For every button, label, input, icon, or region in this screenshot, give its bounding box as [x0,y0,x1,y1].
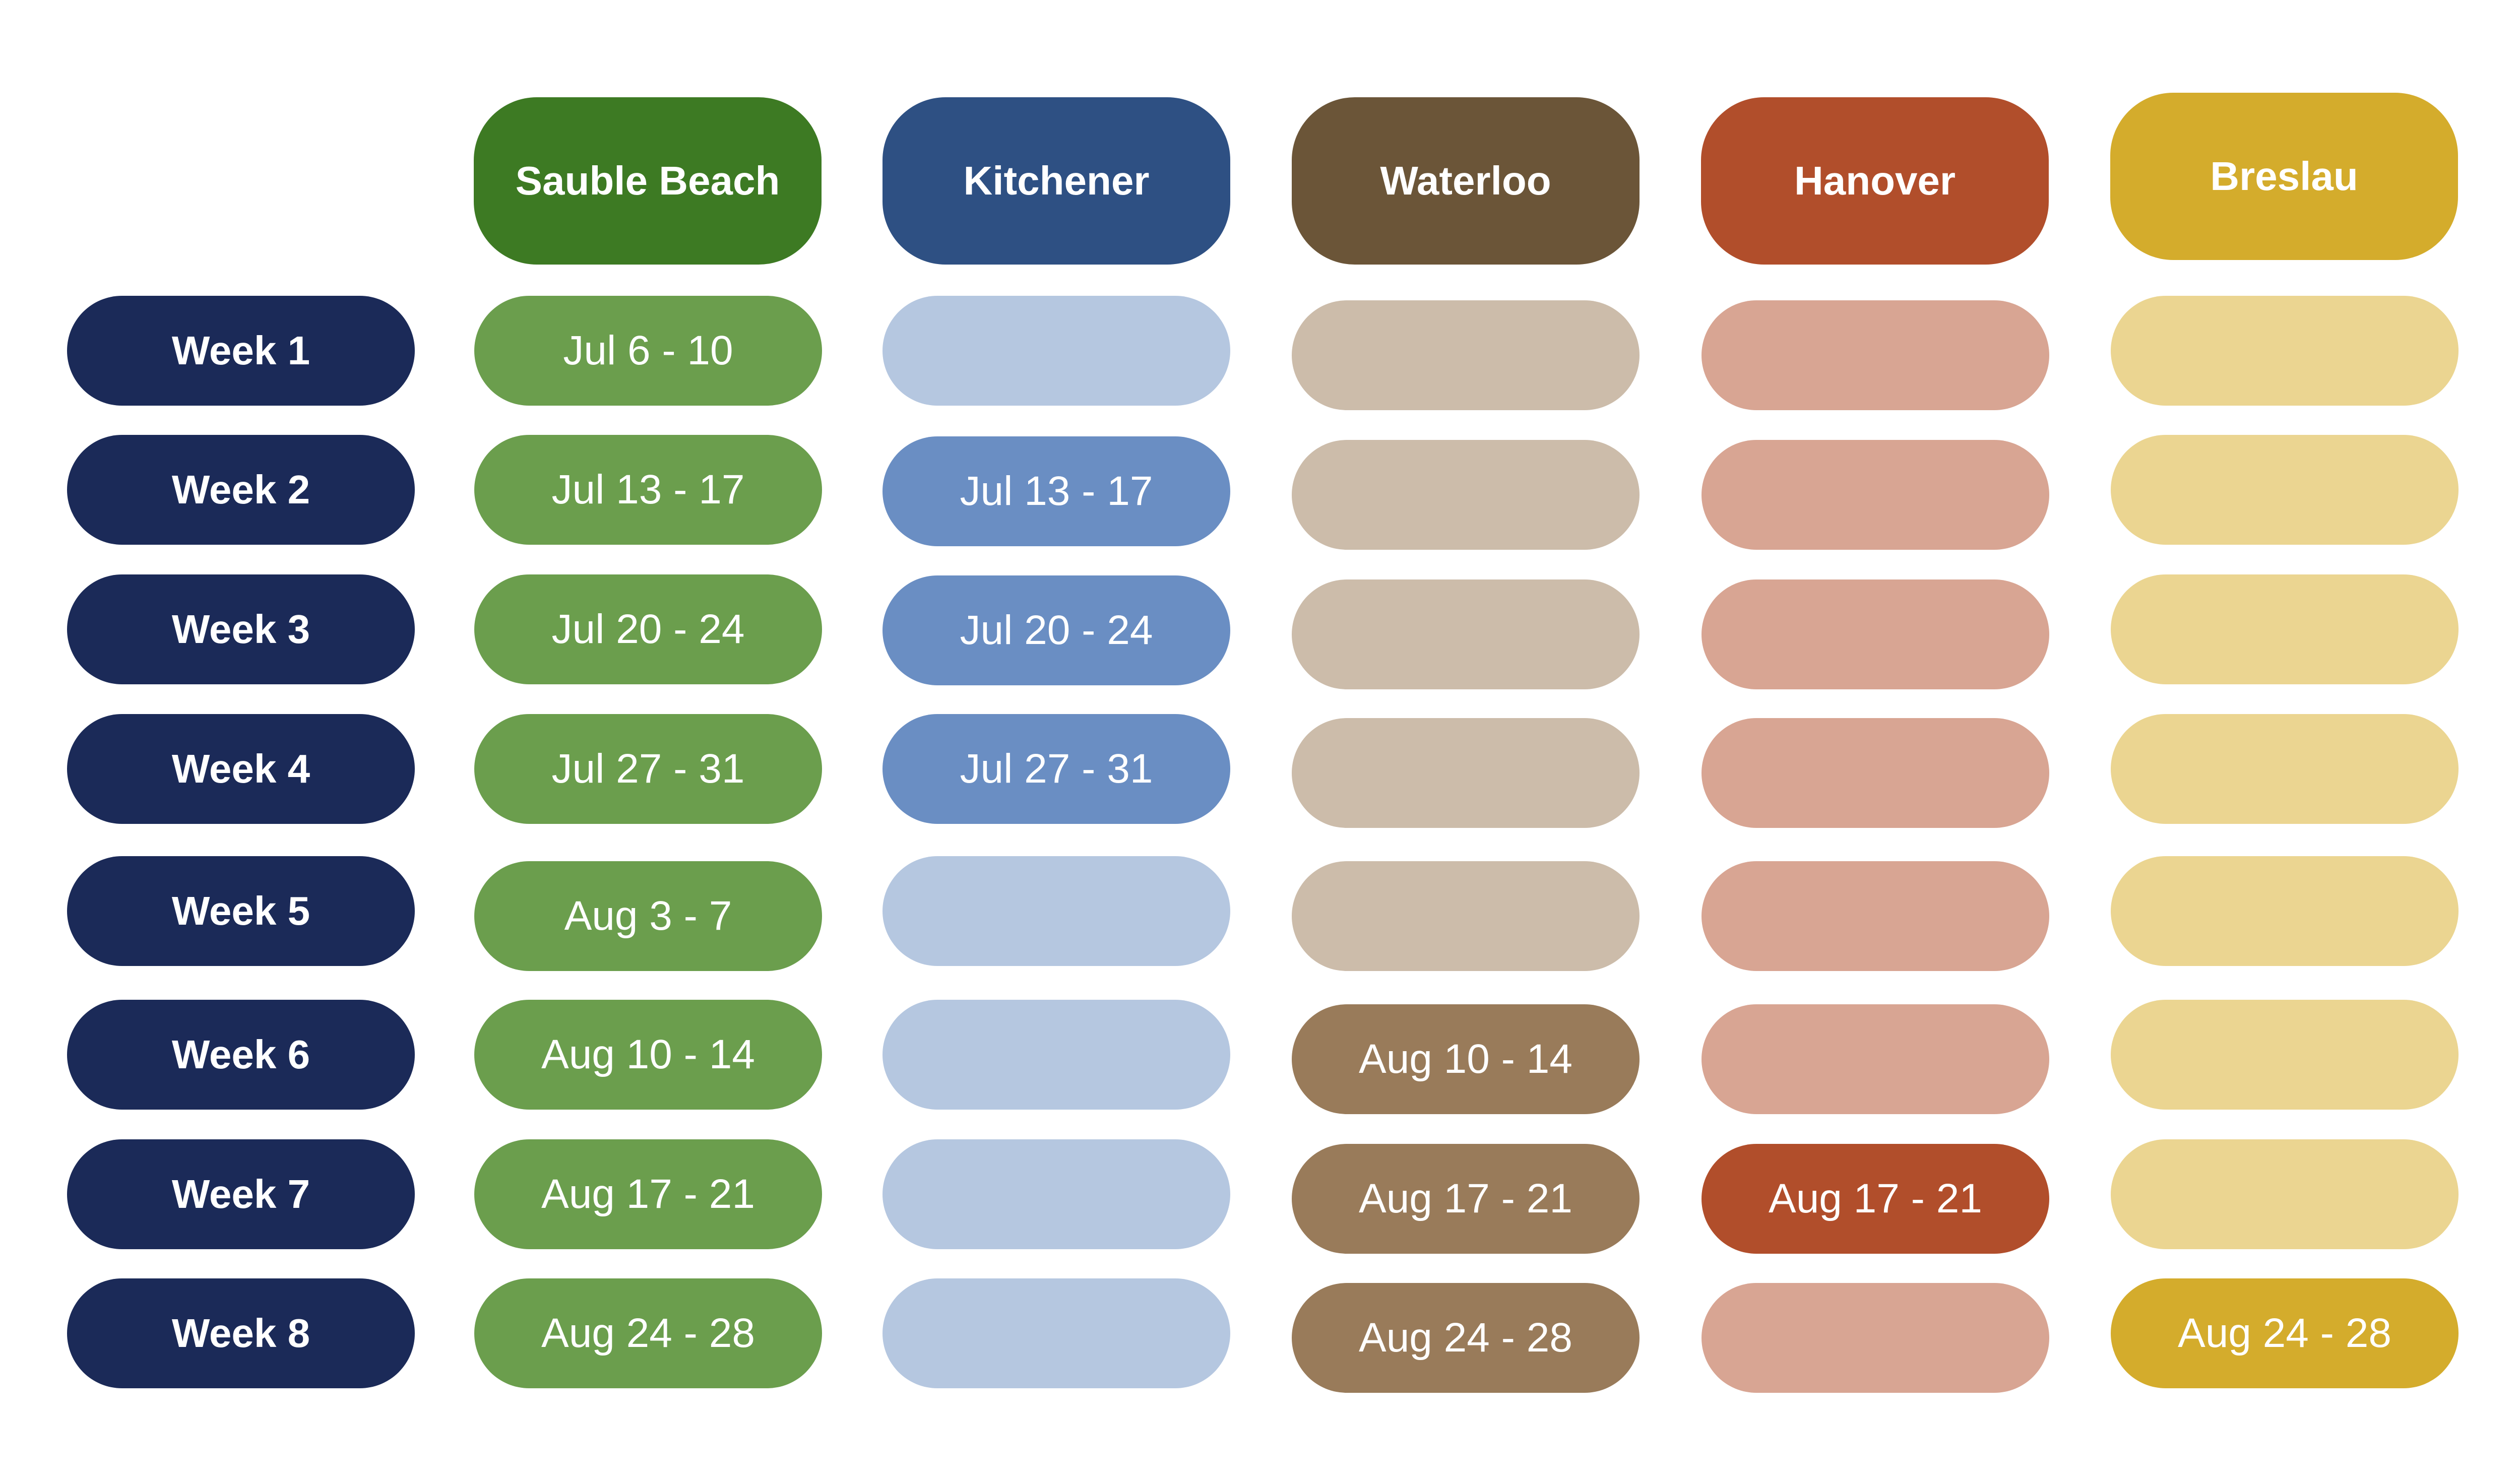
kitchener-week-1 [883,296,1230,406]
waterloo-week-2 [1292,440,1640,550]
kitchener-week-6 [883,1000,1230,1110]
breslau-week-7 [2111,1139,2459,1249]
hanover-week-2 [1702,440,2049,550]
waterloo-week-3 [1292,579,1640,689]
sauble-beach-week-5: Aug 3 - 7 [474,861,822,971]
breslau-week-2 [2111,435,2459,545]
waterloo-week-7: Aug 17 - 21 [1292,1144,1640,1254]
hanover-week-6 [1702,1004,2049,1114]
hanover-week-8 [1702,1283,2049,1393]
sauble-beach-week-8: Aug 24 - 28 [474,1278,822,1388]
sauble-beach-week-3: Jul 20 - 24 [474,574,822,684]
header-kitchener: Kitchener [883,97,1230,265]
week-label-6: Week 6 [67,1000,415,1110]
breslau-week-6 [2111,1000,2459,1110]
breslau-week-1 [2111,296,2459,406]
waterloo-week-8: Aug 24 - 28 [1292,1283,1640,1393]
hanover-week-4 [1702,718,2049,828]
hanover-week-5 [1702,861,2049,971]
header-sauble-beach: Sauble Beach [474,97,822,265]
waterloo-week-6: Aug 10 - 14 [1292,1004,1640,1114]
sauble-beach-week-4: Jul 27 - 31 [474,714,822,824]
waterloo-week-5 [1292,861,1640,971]
breslau-week-8: Aug 24 - 28 [2111,1278,2459,1388]
header-breslau: Breslau [2110,93,2458,260]
week-label-5: Week 5 [67,856,415,966]
week-label-2: Week 2 [67,435,415,545]
kitchener-week-3: Jul 20 - 24 [883,575,1230,685]
kitchener-week-5 [883,856,1230,966]
hanover-week-3 [1702,579,2049,689]
breslau-week-5 [2111,856,2459,966]
week-label-1: Week 1 [67,296,415,406]
sauble-beach-week-2: Jul 13 - 17 [474,435,822,545]
week-label-8: Week 8 [67,1278,415,1388]
week-label-7: Week 7 [67,1139,415,1249]
week-label-3: Week 3 [67,574,415,684]
kitchener-week-2: Jul 13 - 17 [883,436,1230,546]
breslau-week-3 [2111,574,2459,684]
waterloo-week-4 [1292,718,1640,828]
waterloo-week-1 [1292,300,1640,410]
breslau-week-4 [2111,714,2459,824]
sauble-beach-week-6: Aug 10 - 14 [474,1000,822,1110]
hanover-week-1 [1702,300,2049,410]
week-label-4: Week 4 [67,714,415,824]
kitchener-week-8 [883,1278,1230,1388]
hanover-week-7: Aug 17 - 21 [1702,1144,2049,1254]
kitchener-week-4: Jul 27 - 31 [883,714,1230,824]
header-hanover: Hanover [1701,97,2049,265]
kitchener-week-7 [883,1139,1230,1249]
sauble-beach-week-7: Aug 17 - 21 [474,1139,822,1249]
header-waterloo: Waterloo [1292,97,1640,265]
sauble-beach-week-1: Jul 6 - 10 [474,296,822,406]
